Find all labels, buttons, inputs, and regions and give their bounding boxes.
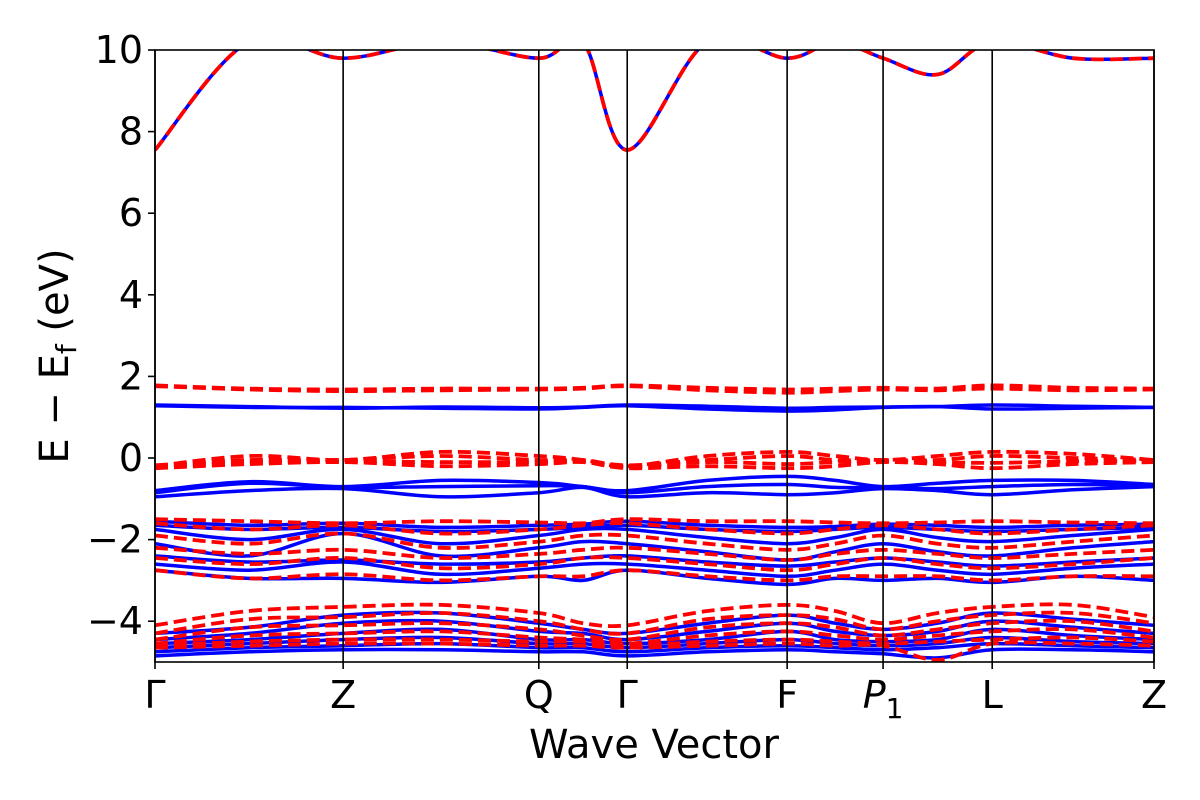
band-line xyxy=(155,460,1154,471)
x-tick-label: L xyxy=(982,673,1003,717)
x-tick-label: Q xyxy=(524,673,554,717)
band-line xyxy=(155,50,1154,152)
band-line xyxy=(155,555,1154,573)
x-tick-label: P1 xyxy=(863,673,904,725)
series-solid xyxy=(155,50,1154,660)
x-tick-label: Z xyxy=(1141,673,1167,717)
x-tick-label: F xyxy=(776,673,798,717)
x-axis-label: Wave Vector xyxy=(529,722,780,768)
x-tick-label: Z xyxy=(330,673,356,717)
band-line xyxy=(155,610,1154,636)
y-axis-label-subscript: f xyxy=(50,343,83,354)
band-line xyxy=(155,531,1154,552)
band-line xyxy=(155,50,1154,152)
x-tick-label-main: Z xyxy=(330,673,356,717)
y-axis-label-unit: (eV) xyxy=(32,248,78,344)
series-dashed xyxy=(155,50,1154,662)
y-tick-label: 4 xyxy=(119,273,143,317)
band-line xyxy=(155,553,1154,568)
band-line xyxy=(155,545,1154,562)
band-line xyxy=(155,635,1154,648)
x-tick-label-main: F xyxy=(776,673,798,717)
band-line xyxy=(155,384,1154,395)
x-tick-label-main: P xyxy=(863,673,886,717)
band-line xyxy=(155,627,1154,646)
band-line xyxy=(155,602,1154,629)
y-tick-label: −4 xyxy=(87,599,143,643)
y-tick-label: 10 xyxy=(95,28,143,72)
x-tick-label-main: Q xyxy=(524,673,554,717)
y-tick-label: 0 xyxy=(119,436,143,480)
y-axis-label-main: E − E xyxy=(32,354,78,464)
x-tick-label: Γ xyxy=(617,673,638,717)
y-axis-label: E − Ef (eV) xyxy=(32,248,83,463)
y-tick-label: 2 xyxy=(119,354,143,398)
x-tick-label-main: L xyxy=(982,673,1003,717)
band-line xyxy=(155,568,1154,583)
y-tick-label: −2 xyxy=(87,518,143,562)
y-tick-label: 6 xyxy=(119,191,143,235)
band-line xyxy=(155,517,1154,526)
x-tick-label-main: Γ xyxy=(144,673,165,717)
band-line xyxy=(155,560,1154,579)
band-line xyxy=(155,610,1154,636)
band-line xyxy=(155,521,1154,536)
y-axis: −4 −2 0 2 4 6 8 10 xyxy=(87,28,155,643)
band-line xyxy=(155,647,1154,660)
x-tick-label-main: Γ xyxy=(617,673,638,717)
band-line xyxy=(155,618,1154,642)
band-line xyxy=(155,526,1154,546)
band-line xyxy=(155,404,1154,413)
plot-frame xyxy=(154,49,1155,663)
bands-layer xyxy=(155,50,1154,662)
x-tick-label-subscript: 1 xyxy=(886,692,904,725)
band-line xyxy=(155,640,1154,662)
x-tick-label: Γ xyxy=(144,673,165,717)
y-tick-label: 8 xyxy=(119,110,143,154)
band-line xyxy=(155,484,1154,499)
band-line xyxy=(155,641,1154,654)
band-line xyxy=(155,618,1154,642)
x-tick-label-main: Z xyxy=(1141,673,1167,717)
x-axis: Γ Z Q Γ F P1 L Z xyxy=(144,662,1167,725)
